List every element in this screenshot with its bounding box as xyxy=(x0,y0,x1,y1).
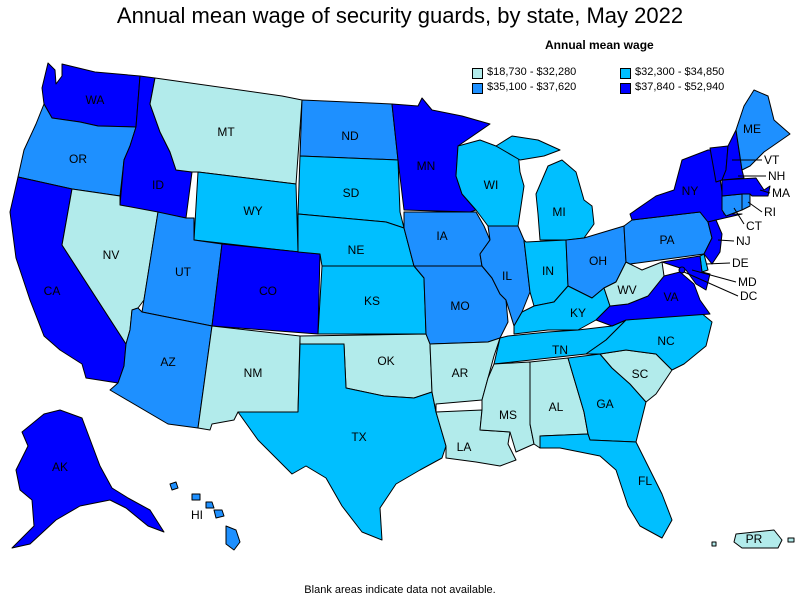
label-TN: TN xyxy=(552,343,568,357)
legend-swatch-bin-0 xyxy=(472,68,483,79)
label-NM: NM xyxy=(244,366,263,380)
state-TX[interactable] xyxy=(237,343,447,541)
label-CO: CO xyxy=(259,284,277,298)
label-MO: MO xyxy=(450,299,469,313)
legend-swatch-bin-1 xyxy=(620,68,631,79)
state-WI[interactable] xyxy=(455,139,525,227)
state-NC[interactable] xyxy=(585,311,713,371)
state-CT[interactable] xyxy=(721,193,743,217)
label-VA: VA xyxy=(663,290,678,304)
label-NJ: NJ xyxy=(736,234,751,248)
label-ND: ND xyxy=(341,129,359,143)
label-MT: MT xyxy=(217,125,235,139)
leader-NJ xyxy=(717,239,735,242)
state-PR[interactable] xyxy=(711,529,795,549)
label-CT: CT xyxy=(746,219,763,233)
state-NJ[interactable] xyxy=(703,219,723,265)
label-WA: WA xyxy=(86,93,105,107)
label-PA: PA xyxy=(659,233,674,247)
legend-title: Annual mean wage xyxy=(545,38,654,52)
legend-label-bin-3: $37,840 - $52,940 xyxy=(635,81,725,93)
label-DE: DE xyxy=(732,256,749,270)
leader-CT xyxy=(733,207,745,225)
label-IL: IL xyxy=(502,269,512,283)
label-MN: MN xyxy=(417,159,436,173)
legend-label-bin-0: $18,730 - $32,280 xyxy=(487,66,577,78)
legend-swatch-bin-3 xyxy=(620,83,631,94)
label-OH: OH xyxy=(589,254,607,268)
state-ME[interactable] xyxy=(735,89,791,171)
footnote: Blank areas indicate data not available. xyxy=(304,584,496,596)
leader-MD xyxy=(691,269,737,283)
label-TX: TX xyxy=(351,430,366,444)
label-OR: OR xyxy=(69,152,87,166)
label-NV: NV xyxy=(103,248,120,262)
map-title: Annual mean wage of security guards, by … xyxy=(116,3,684,28)
label-WI: WI xyxy=(484,178,499,192)
legend-label-bin-1: $32,300 - $34,850 xyxy=(635,66,725,78)
label-ID: ID xyxy=(152,178,164,192)
state-MI[interactable] xyxy=(495,135,595,241)
legend-swatch-bin-2 xyxy=(472,83,483,94)
label-NY: NY xyxy=(682,184,699,198)
label-ME: ME xyxy=(743,122,761,136)
label-RI: RI xyxy=(764,205,776,219)
label-MA: MA xyxy=(772,186,790,200)
label-KY: KY xyxy=(570,306,586,320)
state-DC[interactable] xyxy=(678,266,686,274)
label-NC: NC xyxy=(657,334,675,348)
label-AR: AR xyxy=(452,366,469,380)
state-MA[interactable] xyxy=(721,177,771,197)
label-IN: IN xyxy=(542,264,554,278)
state-MT[interactable] xyxy=(149,77,303,185)
leader-RI xyxy=(747,201,763,213)
label-VT: VT xyxy=(764,153,780,167)
label-AK: AK xyxy=(52,460,68,474)
label-UT: UT xyxy=(175,265,192,279)
label-NE: NE xyxy=(348,243,365,257)
label-WV: WV xyxy=(617,283,636,297)
state-HI[interactable] xyxy=(169,481,241,551)
label-SD: SD xyxy=(343,186,360,200)
label-PR: PR xyxy=(746,532,763,546)
label-AL: AL xyxy=(549,400,564,414)
label-SC: SC xyxy=(632,367,649,381)
label-FL: FL xyxy=(638,474,652,488)
leader-MA xyxy=(759,189,771,194)
state-AK[interactable] xyxy=(11,409,165,549)
state-MD[interactable] xyxy=(661,255,711,291)
label-KS: KS xyxy=(364,294,380,308)
label-CA: CA xyxy=(44,284,61,298)
label-WY: WY xyxy=(243,204,262,218)
label-IA: IA xyxy=(436,229,447,243)
label-OK: OK xyxy=(377,354,394,368)
label-MS: MS xyxy=(499,408,517,422)
legend-label-bin-2: $35,100 - $37,620 xyxy=(487,81,577,93)
label-MI: MI xyxy=(552,205,565,219)
label-MD: MD xyxy=(738,275,757,289)
label-NH: NH xyxy=(768,169,785,183)
label-HI: HI xyxy=(191,508,203,522)
label-LA: LA xyxy=(457,440,472,454)
label-DC: DC xyxy=(740,289,758,303)
state-FL[interactable] xyxy=(539,433,673,539)
leader-DC xyxy=(683,271,739,297)
leader-DE xyxy=(705,262,731,265)
label-AZ: AZ xyxy=(160,355,175,369)
label-GA: GA xyxy=(596,397,613,411)
